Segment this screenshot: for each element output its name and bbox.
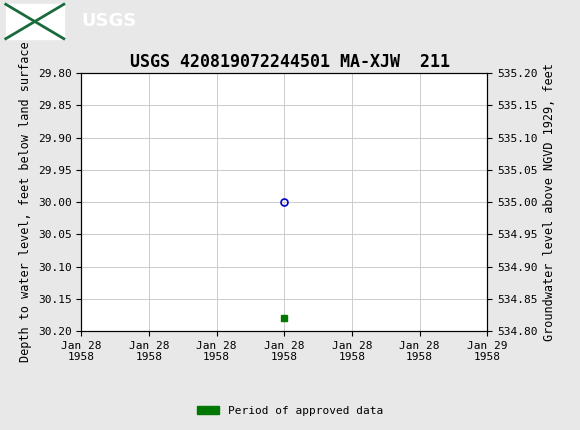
Legend: Period of approved data: Period of approved data [193, 401, 387, 420]
Y-axis label: Depth to water level, feet below land surface: Depth to water level, feet below land su… [19, 42, 32, 362]
Text: USGS: USGS [81, 12, 136, 31]
Bar [6, 4, 64, 39]
Text: USGS 420819072244501 MA-XJW  211: USGS 420819072244501 MA-XJW 211 [130, 53, 450, 71]
Y-axis label: Groundwater level above NGVD 1929, feet: Groundwater level above NGVD 1929, feet [543, 63, 556, 341]
